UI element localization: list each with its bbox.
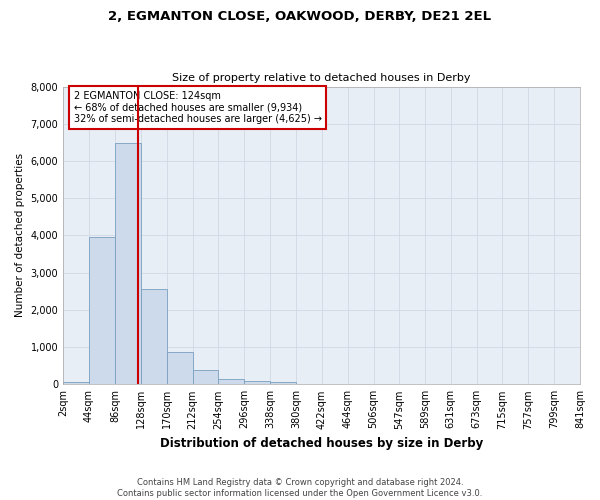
- Bar: [244, 382, 270, 384]
- X-axis label: Distribution of detached houses by size in Derby: Distribution of detached houses by size …: [160, 437, 483, 450]
- Bar: [115, 143, 141, 384]
- Y-axis label: Number of detached properties: Number of detached properties: [15, 154, 25, 318]
- Bar: [193, 370, 218, 384]
- Bar: [63, 382, 89, 384]
- Text: 2, EGMANTON CLOSE, OAKWOOD, DERBY, DE21 2EL: 2, EGMANTON CLOSE, OAKWOOD, DERBY, DE21 …: [109, 10, 491, 23]
- Bar: [218, 379, 244, 384]
- Bar: [167, 352, 193, 384]
- Text: 2 EGMANTON CLOSE: 124sqm
← 68% of detached houses are smaller (9,934)
32% of sem: 2 EGMANTON CLOSE: 124sqm ← 68% of detach…: [74, 91, 322, 124]
- Title: Size of property relative to detached houses in Derby: Size of property relative to detached ho…: [172, 73, 471, 83]
- Bar: [270, 382, 296, 384]
- Bar: [89, 237, 115, 384]
- Bar: [141, 289, 167, 384]
- Text: Contains HM Land Registry data © Crown copyright and database right 2024.
Contai: Contains HM Land Registry data © Crown c…: [118, 478, 482, 498]
